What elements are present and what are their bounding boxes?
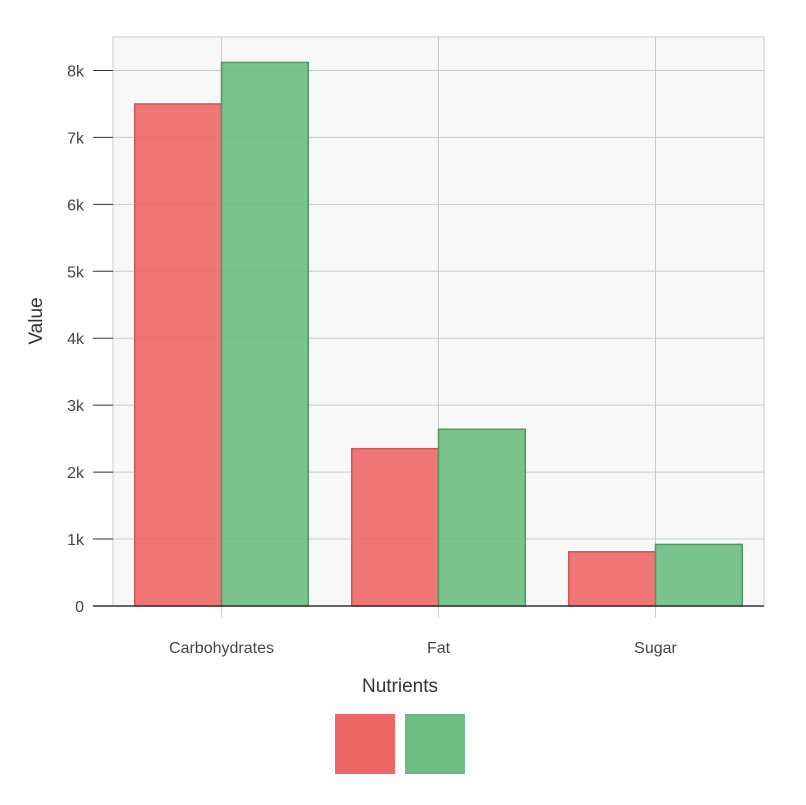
x-tick-label: Carbohydrates <box>169 640 274 657</box>
legend-swatch[interactable] <box>335 714 395 774</box>
bar <box>567 551 657 607</box>
x-axis-ticks: Carbohydrates Fat Sugar <box>169 640 677 657</box>
legend <box>335 714 465 774</box>
x-tick-label: Sugar <box>634 640 677 657</box>
y-tick-label: 6k <box>67 197 85 214</box>
legend-swatch[interactable] <box>405 714 465 774</box>
y-axis-ticks: 0 1k 2k 3k 4k 5k 6k 7k 8k <box>67 63 113 616</box>
y-tick-label: 2k <box>67 465 85 482</box>
y-tick-label: 5k <box>67 264 85 281</box>
bar <box>437 428 527 607</box>
y-axis-title: Value <box>26 297 47 344</box>
bars <box>133 61 744 607</box>
y-tick-label: 0 <box>75 599 84 616</box>
x-tick-label: Fat <box>427 640 451 657</box>
bar <box>133 103 223 607</box>
bar <box>350 447 440 607</box>
y-tick-label: 1k <box>67 532 85 549</box>
y-tick-label: 4k <box>67 331 85 348</box>
bar <box>220 61 310 607</box>
y-tick-label: 3k <box>67 398 85 415</box>
y-tick-label: 8k <box>67 63 85 80</box>
bar <box>654 543 744 607</box>
y-tick-label: 7k <box>67 130 85 147</box>
x-axis-title: Nutrients <box>362 676 438 697</box>
